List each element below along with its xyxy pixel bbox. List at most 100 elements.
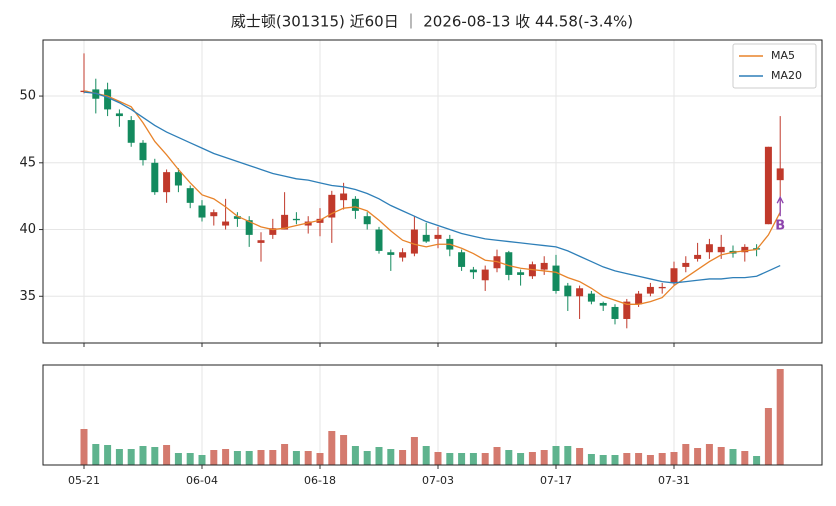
volume-bar bbox=[80, 429, 88, 465]
volume-bar bbox=[505, 450, 513, 465]
volume-bar bbox=[328, 431, 336, 465]
volume-bar bbox=[694, 448, 702, 465]
candle-body bbox=[222, 221, 230, 226]
candle-body bbox=[257, 240, 265, 243]
candle-body bbox=[104, 89, 112, 110]
candle-body bbox=[328, 194, 336, 218]
candle-body bbox=[139, 142, 147, 161]
volume-bar bbox=[552, 446, 560, 465]
candle-body bbox=[281, 214, 289, 230]
candle-body bbox=[387, 252, 395, 255]
volume-bar bbox=[576, 448, 584, 465]
volume-bar bbox=[611, 455, 619, 465]
candle-body bbox=[705, 244, 713, 253]
candle-body bbox=[127, 120, 135, 143]
candle-body bbox=[481, 269, 489, 281]
volume-bar bbox=[340, 435, 348, 465]
volume-bar bbox=[210, 450, 218, 465]
volume-bar bbox=[422, 446, 430, 465]
legend-box bbox=[732, 43, 817, 89]
volume-bar bbox=[705, 444, 713, 465]
candle-body bbox=[115, 113, 123, 117]
volume-bar bbox=[599, 455, 607, 465]
candle-body bbox=[517, 272, 525, 275]
candle-body bbox=[469, 269, 477, 273]
volume-bar bbox=[587, 454, 595, 465]
volume-bar bbox=[233, 451, 241, 465]
y-tick-label: 45 bbox=[19, 155, 36, 170]
volume-bar bbox=[375, 447, 383, 465]
candle-body bbox=[658, 286, 666, 289]
volume-bar bbox=[316, 453, 324, 465]
candle-body bbox=[210, 212, 218, 217]
candle-body bbox=[351, 198, 359, 211]
volume-bar bbox=[646, 455, 654, 465]
volume-bar bbox=[139, 446, 147, 465]
volume-bar bbox=[363, 451, 371, 465]
volume-bar bbox=[753, 456, 761, 465]
candle-body bbox=[410, 229, 418, 254]
volume-bar bbox=[682, 444, 690, 465]
chart-title: 威士顿(301315) 近60日 ｜ 2026-08-13 收 44.58(-3… bbox=[231, 13, 633, 31]
volume-bar bbox=[198, 455, 206, 465]
candle-body bbox=[741, 246, 749, 253]
candle-body bbox=[646, 286, 654, 294]
volume-bar bbox=[410, 437, 418, 465]
volume-bar bbox=[434, 452, 442, 465]
candle-body bbox=[587, 293, 595, 302]
volume-bar bbox=[104, 445, 112, 465]
candle-body bbox=[505, 252, 513, 275]
volume-bar bbox=[540, 450, 548, 465]
ma-line bbox=[83, 91, 781, 284]
volume-bar bbox=[764, 408, 772, 465]
volume-bar bbox=[127, 449, 135, 465]
volume-bar bbox=[269, 450, 277, 465]
volume-bar bbox=[741, 451, 749, 465]
candle-body bbox=[198, 205, 206, 218]
candle-body bbox=[694, 254, 702, 259]
candle-body bbox=[717, 246, 725, 253]
candle-body bbox=[528, 264, 536, 277]
x-tick-label: 05-21 bbox=[68, 474, 100, 487]
x-tick-label: 06-18 bbox=[304, 474, 336, 487]
volume-bar bbox=[115, 449, 123, 465]
volume-bar bbox=[222, 449, 230, 465]
candle-body bbox=[304, 221, 312, 226]
candle-body bbox=[340, 193, 348, 201]
volume-bar bbox=[304, 451, 312, 465]
candle-body bbox=[245, 220, 253, 235]
candle-body bbox=[292, 218, 300, 221]
candle-body bbox=[611, 306, 619, 319]
marker-label: B bbox=[775, 219, 785, 234]
volume-frame bbox=[42, 364, 823, 466]
candle-body bbox=[375, 229, 383, 251]
volume-bar bbox=[635, 453, 643, 465]
volume-bar bbox=[245, 451, 253, 465]
volume-bar bbox=[151, 447, 159, 465]
candle-body bbox=[80, 90, 88, 93]
volume-bar bbox=[469, 453, 477, 465]
candle-body bbox=[540, 262, 548, 270]
volume-bar bbox=[257, 450, 265, 465]
volume-bar bbox=[670, 452, 678, 465]
legend-label: MA5 bbox=[771, 49, 795, 62]
volume-bar bbox=[776, 369, 784, 465]
volume-bar bbox=[292, 451, 300, 465]
y-tick-label: 40 bbox=[19, 222, 36, 237]
plot-frame bbox=[42, 39, 823, 344]
candle-body bbox=[623, 301, 631, 319]
candle-body bbox=[764, 146, 772, 225]
candle-body bbox=[670, 268, 678, 283]
x-tick-label: 07-31 bbox=[658, 474, 690, 487]
volume-bar bbox=[717, 447, 725, 465]
volume-bar bbox=[351, 446, 359, 465]
candle-body bbox=[422, 234, 430, 242]
marker-arrow-head bbox=[776, 195, 784, 204]
volume-bar bbox=[658, 453, 666, 465]
volume-bar bbox=[481, 453, 489, 465]
candle-body bbox=[233, 216, 241, 219]
volume-bar bbox=[623, 453, 631, 465]
volume-bar bbox=[528, 452, 536, 465]
volume-bar bbox=[458, 453, 466, 465]
candle-body bbox=[682, 262, 690, 267]
